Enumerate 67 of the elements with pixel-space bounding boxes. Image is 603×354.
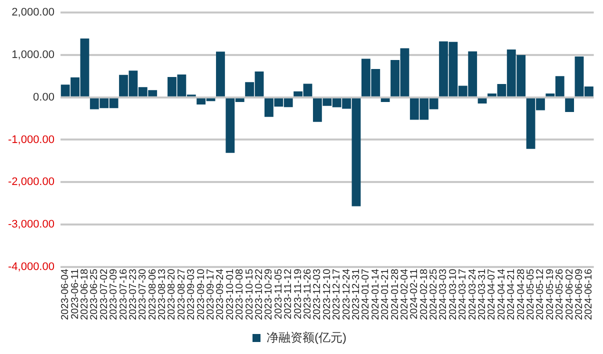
x-tick-label: 2024-05-19 (544, 268, 556, 320)
x-tick-label: 2023-07-09 (108, 268, 120, 320)
x-tick-label: 2023-12-17 (332, 268, 343, 320)
x-tick-label: 2024-03-17 (458, 268, 469, 320)
x-tick-label: 2023-12-03 (312, 268, 324, 320)
x-tick-label: 2024-02-18 (418, 268, 430, 320)
x-tick-label: 2023-06-25 (89, 268, 100, 320)
x-tick-label: 2023-09-03 (186, 268, 198, 320)
x-tick-label: 2024-01-21 (380, 268, 392, 320)
x-tick-label: 2023-11-26 (302, 268, 314, 320)
bar (216, 52, 225, 96)
y-tick-label: 1,000.00 (12, 49, 54, 62)
x-tick-label: 2024-01-07 (360, 268, 372, 320)
x-tick-label: 2023-12-24 (341, 268, 352, 320)
x-tick-label: 2023-06-04 (60, 268, 72, 320)
x-tick-label: 2023-06-11 (70, 268, 81, 320)
x-tick-label: 2023-09-17 (206, 268, 217, 320)
x-tick-label: 2023-07-30 (138, 268, 149, 320)
x-tick-label: 2023-12-10 (322, 268, 333, 320)
y-tick-label: -4,000.00 (8, 260, 54, 273)
x-tick-label: 2024-02-11 (409, 268, 420, 320)
x-tick-label: 2024-04-21 (506, 268, 518, 320)
x-tick-label: 2024-03-10 (448, 268, 459, 320)
x-tick-label: 2024-04-07 (486, 268, 498, 320)
x-tick-label: 2023-10-01 (224, 268, 236, 320)
x-tick-label: 2023-10-08 (234, 268, 246, 320)
x-tick-label: 2023-09-24 (215, 268, 226, 320)
x-tick-label: 2023-08-06 (147, 268, 158, 320)
x-tick-label: 2024-06-09 (574, 268, 585, 320)
x-tick-label: 2023-08-27 (176, 268, 188, 320)
x-tick-label: 2023-12-31 (350, 268, 362, 320)
x-tick-label: 2023-07-02 (98, 268, 110, 320)
x-tick-label: 2023-11-19 (292, 268, 304, 320)
x-tick-label: 2024-01-28 (390, 268, 401, 320)
x-tick-label: 2024-01-14 (370, 268, 382, 320)
x-tick-label: 2024-03-24 (467, 268, 478, 320)
x-tick-label: 2023-08-20 (166, 268, 178, 320)
x-tick-label: 2024-03-03 (438, 268, 450, 320)
x-tick-label: 2023-10-22 (254, 268, 266, 320)
x-tick-label: 2023-07-23 (128, 268, 139, 320)
legend-label: 净融资额(亿元) (266, 330, 347, 344)
bar (565, 98, 574, 112)
x-tick-label: 2024-04-28 (516, 268, 527, 320)
x-tick-label: 2023-07-16 (118, 268, 130, 320)
x-tick-label: 2023-11-12 (283, 268, 294, 320)
y-tick-label: 2,000.00 (12, 6, 54, 19)
y-tick-label: 0.00 (33, 91, 54, 104)
x-tick-label: 2024-02-04 (399, 268, 410, 320)
y-tick-label: -1,000.00 (8, 134, 54, 146)
x-tick-label: 2023-10-15 (244, 268, 256, 320)
x-tick-label: 2024-04-14 (496, 268, 508, 320)
x-tick-label: 2023-09-10 (196, 268, 207, 320)
bar (478, 98, 487, 104)
y-tick-label: -3,000.00 (8, 218, 54, 231)
x-tick-label: 2024-03-31 (477, 268, 488, 320)
x-tick-label: 2024-02-25 (428, 268, 440, 320)
x-tick-label: 2024-05-12 (535, 268, 546, 320)
x-tick-label: 2024-05-26 (554, 268, 566, 320)
x-tick-label: 2024-06-02 (564, 268, 576, 320)
bar (380, 98, 390, 102)
x-tick-label: 2023-08-13 (157, 268, 168, 320)
x-tick-label: 2023-11-05 (273, 268, 284, 320)
y-tick-label: -2,000.00 (8, 176, 54, 188)
x-tick-label: 2023-06-18 (79, 268, 90, 320)
x-tick-label: 2024-06-16 (584, 268, 595, 320)
x-tick-label: 2024-05-05 (526, 268, 537, 320)
x-tick-label: 2023-10-29 (264, 268, 275, 320)
